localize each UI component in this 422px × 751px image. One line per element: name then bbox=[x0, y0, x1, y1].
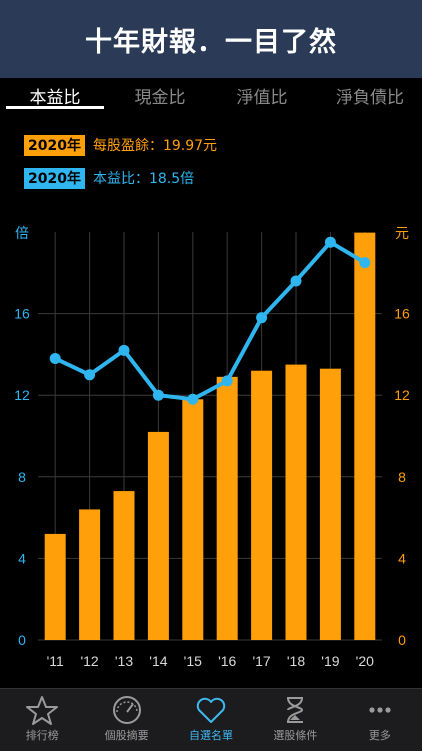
x-axis-tick-label: '15 bbox=[184, 653, 202, 669]
pe-point bbox=[118, 344, 130, 356]
pe-eps-chart: 0 4 8 12 16 0 4 8 12 16 倍 元 '11 '12 '13 '14 '15 '16 '17 '18… bbox=[14, 226, 410, 669]
x-axis-tick-label: '20 bbox=[356, 653, 374, 669]
tab-net-debt-ratio[interactable]: 淨負債比 bbox=[318, 78, 422, 112]
gauge-icon bbox=[110, 695, 144, 725]
nav-label: 排行榜 bbox=[25, 729, 59, 742]
nav-item-screener[interactable]: 選股條件 bbox=[253, 689, 337, 751]
pe-point bbox=[221, 375, 233, 387]
eps-bar bbox=[182, 399, 204, 640]
x-axis-tick-label: '13 bbox=[115, 653, 133, 669]
x-axis-tick-label: '14 bbox=[149, 653, 167, 669]
nav-label: 更多 bbox=[368, 729, 391, 742]
eps-bar bbox=[79, 509, 101, 640]
eps-bar bbox=[251, 370, 273, 640]
legend-eps-text: 每股盈餘：19.97元 bbox=[92, 138, 218, 154]
tab-label: 現金比 bbox=[134, 87, 186, 108]
right-axis-tick-label: 12 bbox=[394, 387, 410, 403]
nav-label: 選股條件 bbox=[273, 729, 318, 742]
eps-bar bbox=[113, 491, 135, 640]
nav-item-stock-summary[interactable]: 個股摘要 bbox=[84, 689, 168, 751]
pe-point bbox=[359, 257, 371, 269]
x-axis-tick-label: '19 bbox=[321, 653, 339, 669]
pe-point bbox=[256, 312, 268, 324]
tab-pb-ratio[interactable]: 淨值比 bbox=[214, 78, 310, 112]
pe-point bbox=[49, 352, 61, 364]
tab-bar: 本益比 現金比 淨值比 淨負債比 bbox=[0, 78, 422, 112]
nav-label: 自選名單 bbox=[189, 729, 234, 742]
legend-eps: 2020年 每股盈餘：19.97元 bbox=[24, 134, 217, 156]
eps-bar bbox=[285, 364, 307, 640]
legend-pe-text: 本益比：18.5倍 bbox=[92, 171, 195, 187]
left-axis-tick-label: 0 bbox=[18, 632, 26, 648]
tab-pe-ratio[interactable]: 本益比 bbox=[6, 78, 104, 112]
active-tab-indicator bbox=[6, 106, 104, 109]
left-axis-tick-label: 16 bbox=[14, 306, 30, 322]
right-axis-tick-label: 4 bbox=[398, 550, 406, 566]
pe-point bbox=[290, 275, 302, 287]
right-axis-tick-label: 16 bbox=[394, 306, 410, 322]
left-axis-tick-label: 8 bbox=[18, 469, 26, 485]
more-icon bbox=[363, 695, 397, 725]
star-icon bbox=[25, 695, 59, 725]
legend-eps-tag: 2020年 bbox=[24, 134, 85, 156]
left-axis-tick-label: 4 bbox=[18, 550, 26, 566]
tab-label: 本益比 bbox=[29, 87, 81, 108]
x-axis-tick-label: '18 bbox=[287, 653, 305, 669]
hourglass-icon bbox=[278, 695, 312, 725]
eps-bar bbox=[147, 431, 169, 640]
left-axis-unit: 倍 bbox=[15, 226, 29, 242]
legend-pe: 2020年 本益比：18.5倍 bbox=[24, 167, 194, 189]
tab-label: 淨值比 bbox=[236, 87, 288, 108]
banner: 十年財報．一目了然 bbox=[0, 0, 422, 78]
nav-label: 個股摘要 bbox=[104, 729, 149, 742]
x-axis-tick-label: '12 bbox=[80, 653, 98, 669]
x-axis-tick-label: '11 bbox=[47, 653, 64, 669]
pe-point bbox=[324, 236, 336, 248]
left-axis-tick-label: 12 bbox=[14, 387, 30, 403]
right-axis-tick-label: 8 bbox=[398, 469, 406, 485]
eps-bar bbox=[44, 533, 66, 640]
right-axis-tick-label: 0 bbox=[398, 632, 406, 648]
nav-item-watchlist[interactable]: 自選名單 bbox=[169, 689, 253, 751]
banner-title: 十年財報．一目了然 bbox=[85, 26, 337, 58]
pe-point bbox=[152, 389, 164, 401]
x-axis-tick-label: '17 bbox=[252, 653, 270, 669]
x-axis-tick-label: '16 bbox=[218, 653, 236, 669]
nav-item-more[interactable]: 更多 bbox=[338, 689, 422, 751]
tab-cash-ratio[interactable]: 現金比 bbox=[112, 78, 208, 112]
eps-bar bbox=[319, 368, 341, 640]
bottom-nav: 排行榜 個股摘要 自選名單 選股條件 更多 bbox=[0, 688, 422, 751]
legend-pe-tag: 2020年 bbox=[24, 167, 85, 189]
pe-point bbox=[84, 369, 96, 381]
tab-label: 淨負債比 bbox=[336, 87, 404, 108]
pe-line bbox=[54, 240, 366, 402]
right-axis-unit: 元 bbox=[395, 226, 409, 242]
eps-bar bbox=[216, 376, 238, 640]
pe-point bbox=[187, 393, 199, 405]
heart-icon bbox=[194, 695, 228, 725]
eps-bar bbox=[354, 232, 376, 640]
nav-item-ranking[interactable]: 排行榜 bbox=[0, 689, 84, 751]
